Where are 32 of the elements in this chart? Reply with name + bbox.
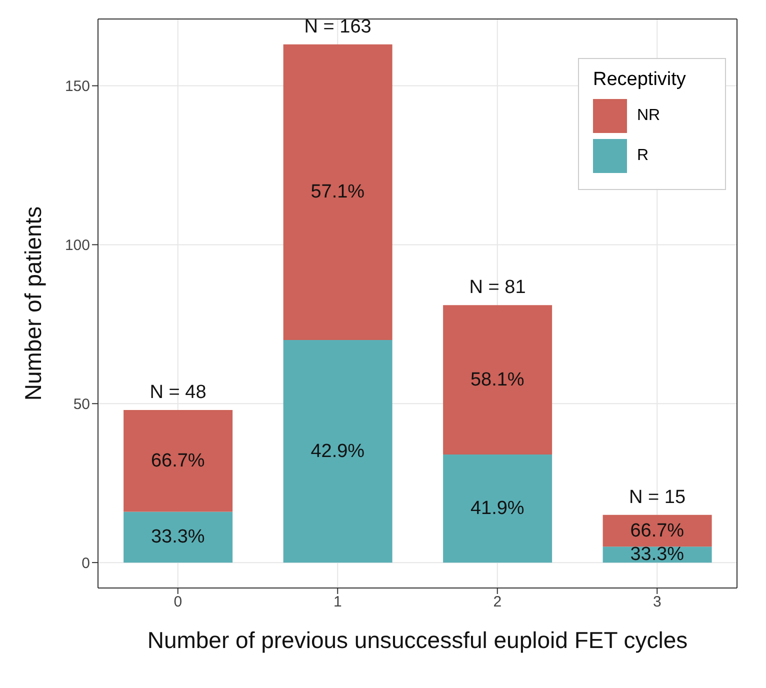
- annotation: 66.7%: [630, 520, 684, 542]
- x-tick-label: 3: [652, 594, 662, 611]
- y-tick-label: 100: [64, 237, 90, 254]
- y-axis-title: Number of patients: [20, 206, 46, 401]
- x-axis-title: Number of previous unsuccessful euploid FET cycles: [147, 627, 688, 653]
- bar: [283, 44, 392, 340]
- annotation: 58.1%: [470, 369, 524, 390]
- bar: [283, 340, 392, 563]
- legend-label: R: [637, 147, 649, 165]
- total-label: N = 163: [304, 16, 372, 38]
- x-tick-label: 0: [174, 594, 182, 611]
- annotation: 41.9%: [470, 498, 524, 520]
- total-label: N = 48: [150, 382, 206, 403]
- annotation: 42.9%: [310, 440, 365, 462]
- legend-title: Receptivity: [593, 69, 687, 91]
- x-tick-label: 1: [333, 594, 342, 611]
- legend-label: NR: [637, 107, 660, 125]
- total-label: N = 15: [629, 486, 686, 508]
- bar: [602, 514, 712, 547]
- y-tick-label: 0: [82, 554, 90, 572]
- annotation: 33.3%: [150, 526, 205, 548]
- bar: [124, 410, 233, 512]
- y-tick-label: 150: [64, 78, 90, 96]
- bar: [443, 454, 552, 563]
- y-tick-label: 50: [73, 396, 90, 413]
- annotation: 57.1%: [310, 182, 365, 203]
- bar: [443, 305, 552, 454]
- annotation: 66.7%: [150, 450, 205, 472]
- annotation: 33.3%: [630, 544, 684, 566]
- x-tick-label: 2: [493, 594, 502, 611]
- bar: [124, 512, 233, 563]
- total-label: N = 81: [469, 277, 526, 298]
